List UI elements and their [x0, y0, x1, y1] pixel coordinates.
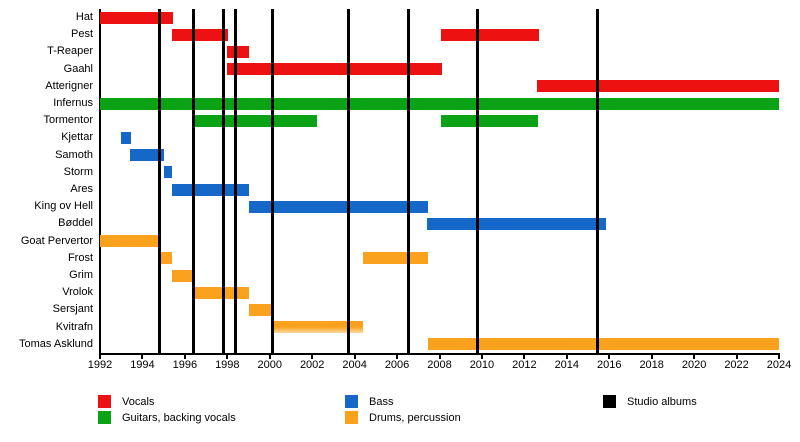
x-label-2012: 2012 — [512, 359, 537, 371]
album-line-1994-8 — [157, 9, 161, 353]
legend-swatch-studio-albums — [603, 395, 616, 408]
x-tick-2024 — [778, 355, 780, 359]
x-tick-1992 — [99, 355, 101, 359]
member-label-sersjant: Sersjant — [52, 303, 93, 316]
member-label-atterigner: Atterigner — [45, 79, 93, 92]
member-label-storm: Storm — [63, 165, 93, 178]
bar-atterigner-0 — [537, 80, 779, 93]
bar-tormentor-0 — [195, 114, 318, 127]
x-label-2010: 2010 — [469, 359, 495, 371]
y-axis-line — [99, 9, 101, 353]
x-label-1996: 1996 — [172, 359, 198, 371]
bar-tormentor-1 — [440, 114, 539, 127]
x-tick-2016 — [608, 355, 611, 359]
x-tick-2002 — [311, 355, 314, 359]
x-label-2022: 2022 — [724, 359, 749, 371]
bar-pest-1 — [440, 28, 540, 41]
x-tick-1994 — [141, 355, 144, 359]
bar-grim-0 — [172, 269, 194, 282]
album-line-2009-8 — [476, 9, 480, 353]
bar-frost-1 — [363, 252, 428, 265]
album-line-2003-7 — [346, 9, 350, 353]
x-tick-2014 — [565, 355, 568, 359]
x-tick-2020 — [693, 355, 696, 359]
x-tick-1996 — [183, 355, 186, 359]
bar-gaahl-0 — [227, 63, 442, 76]
album-line-2000-15 — [271, 9, 275, 353]
member-label-hat: Hat — [75, 11, 93, 23]
bar-tomas-asklund-0 — [427, 338, 779, 351]
x-label-2024: 2024 — [766, 359, 792, 371]
legend-label-vocals: Vocals — [122, 396, 155, 408]
member-label-tormentor: Tormentor — [43, 114, 93, 127]
member-label-gaahl: Gaahl — [63, 62, 93, 75]
x-tick-2008 — [438, 355, 441, 359]
member-label-king-ov-hell: King ov Hell — [34, 200, 93, 213]
album-line-1998-4 — [234, 9, 238, 353]
member-label-samoth: Samoth — [55, 148, 93, 161]
legend-label-bass: Bass — [369, 396, 394, 408]
bar-samoth-0 — [129, 149, 164, 162]
member-label-vrolok: Vrolok — [62, 286, 93, 299]
x-label-1992: 1992 — [87, 359, 113, 371]
bar-hat-0 — [100, 11, 174, 24]
album-line-1996-4 — [191, 9, 195, 353]
x-tick-2012 — [523, 355, 526, 359]
bar-sersjant-0 — [248, 304, 273, 316]
legend-swatch-guitars-backing-vocals — [98, 411, 111, 424]
member-label-kjettar: Kjettar — [61, 131, 93, 144]
member-label-goat-pervertor: Goat Pervertor — [20, 234, 93, 247]
member-label-infernus: Infernus — [53, 97, 93, 109]
bar-king-ov-hell-0 — [248, 200, 428, 213]
x-label-2014: 2014 — [554, 359, 580, 371]
bar-goat-pervertor-0 — [100, 235, 161, 248]
member-label-tomas-asklund: Tomas Asklund — [19, 337, 93, 350]
member-label-b-ddel: Bøddel — [58, 217, 93, 230]
x-tick-2000 — [268, 355, 271, 359]
x-tick-2010 — [480, 355, 483, 359]
x-label-1998: 1998 — [215, 359, 240, 371]
x-tick-1998 — [226, 355, 229, 359]
x-tick-2022 — [735, 355, 738, 359]
member-label-frost: Frost — [67, 251, 93, 264]
legend-swatch-bass — [345, 395, 358, 408]
x-label-2000: 2000 — [257, 359, 282, 371]
x-label-2006: 2006 — [384, 359, 410, 371]
x-label-2016: 2016 — [597, 359, 622, 371]
legend-swatch-drums-percussion — [345, 411, 358, 424]
member-label-grim: Grim — [69, 269, 93, 281]
legend-label-guitars-backing-vocals: Guitars, backing vocals — [122, 412, 236, 424]
x-tick-2018 — [650, 355, 653, 359]
bar-t-reaper-0 — [227, 46, 249, 58]
bar-infernus-0 — [100, 97, 779, 110]
bar-ares-0 — [172, 183, 249, 196]
bar-kvitrafn-0 — [270, 321, 364, 334]
bar-b-ddel-0 — [426, 218, 607, 230]
bar-pest-0 — [172, 28, 229, 41]
album-line-2015-45 — [596, 9, 600, 353]
legend-label-drums-percussion: Drums, percussion — [369, 412, 461, 424]
album-line-1997-8 — [221, 9, 225, 353]
album-line-2006-55 — [407, 9, 411, 353]
bar-kjettar-0 — [121, 132, 131, 144]
x-label-2008: 2008 — [427, 359, 452, 371]
member-label-t-reaper: T-Reaper — [47, 45, 93, 58]
member-label-kvitrafn: Kvitrafn — [55, 320, 93, 333]
x-label-2004: 2004 — [342, 359, 367, 371]
bar-frost-0 — [160, 252, 173, 265]
legend-label-studio-albums: Studio albums — [627, 396, 697, 408]
x-tick-2006 — [396, 355, 399, 359]
x-axis-line — [99, 353, 780, 355]
x-label-2020: 2020 — [681, 359, 707, 371]
legend-swatch-vocals — [98, 395, 111, 408]
member-label-ares: Ares — [70, 183, 93, 195]
x-label-2018: 2018 — [639, 359, 664, 371]
x-label-2002: 2002 — [299, 359, 325, 371]
x-tick-2004 — [353, 355, 356, 359]
bar-storm-0 — [163, 166, 173, 179]
member-label-pest: Pest — [70, 28, 93, 41]
x-label-1994: 1994 — [130, 359, 155, 371]
